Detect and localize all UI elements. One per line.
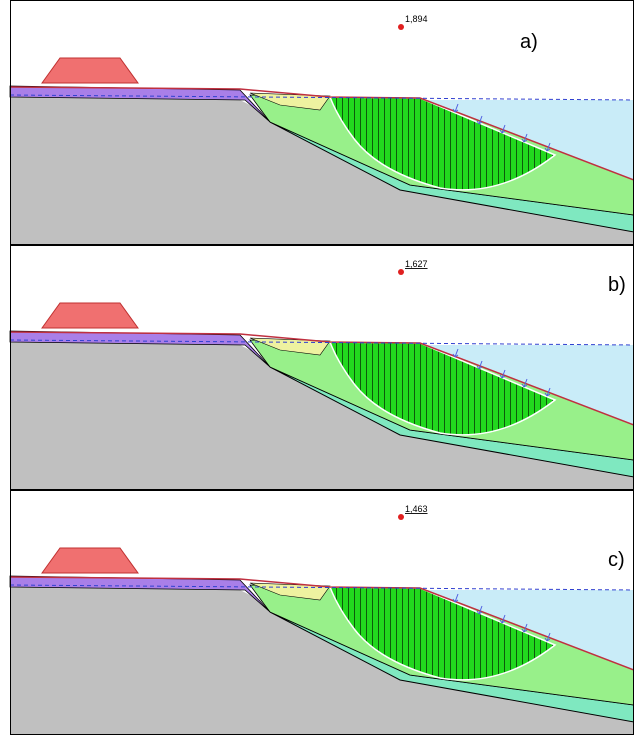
safety-factor: 1,894: [405, 14, 428, 24]
safety-factor: 1,463: [405, 504, 428, 514]
figure: 1,894 a) 1,627 b) 1,463 c): [0, 0, 634, 735]
panel-label: b): [608, 274, 626, 296]
panel-b: [10, 245, 634, 490]
panel-a: [10, 0, 634, 245]
safety-factor: 1,627: [405, 259, 428, 269]
panel-label: a): [520, 31, 538, 53]
panel-label: c): [608, 549, 625, 571]
panel-c: [10, 490, 634, 735]
